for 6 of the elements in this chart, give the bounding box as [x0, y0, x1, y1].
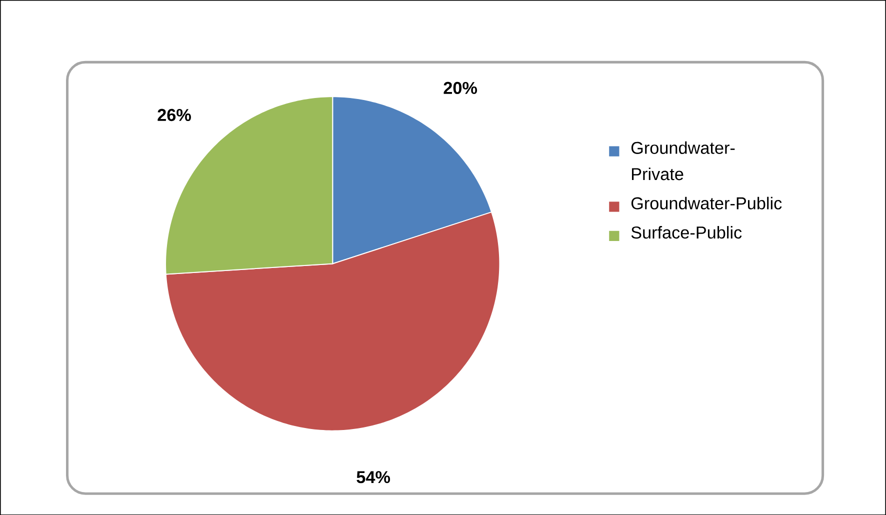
data-label: 54% — [356, 470, 390, 484]
data-label: 26% — [158, 108, 191, 121]
data-label: 20% — [444, 82, 478, 94]
legend-label: Groundwater-Public — [631, 196, 782, 210]
legend-label: Surface-Public — [631, 226, 742, 238]
legend-label: Groundwater-Private — [631, 141, 735, 180]
